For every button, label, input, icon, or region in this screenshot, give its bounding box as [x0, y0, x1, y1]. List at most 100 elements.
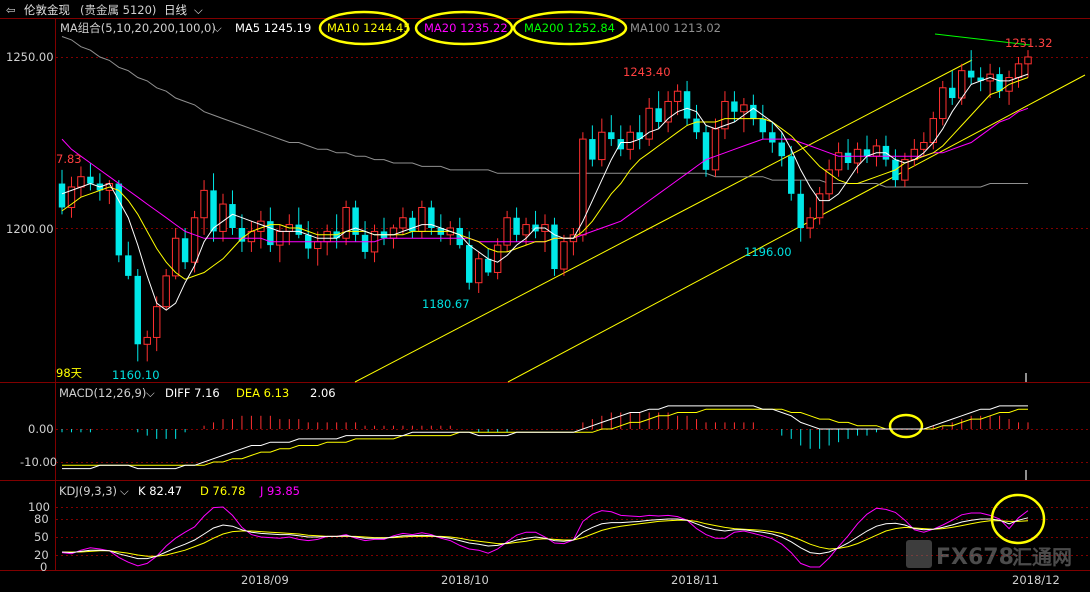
y-tick-1200: 1200.00	[6, 222, 54, 236]
chevron-down-icon[interactable]: ⌵	[146, 386, 155, 400]
candle-body	[352, 207, 359, 235]
kdj-j-line	[61, 506, 1029, 568]
candle-body	[67, 186, 76, 208]
kdj-j-series	[61, 506, 1029, 568]
period-selector[interactable]: 日线	[164, 3, 187, 17]
kdj-k-label: K 82.47	[138, 484, 182, 498]
candle-body	[190, 217, 199, 263]
candle-body	[702, 132, 710, 170]
candle-body	[844, 152, 852, 164]
candle-body	[313, 241, 322, 250]
macd-histogram	[61, 412, 1029, 449]
panel-frames	[0, 18, 1090, 571]
ma10-label: MA10 1244.45	[327, 21, 411, 35]
macd-diff-series	[62, 405, 1028, 470]
watermark: FX678 汇通网	[906, 540, 1072, 570]
candle-body	[87, 176, 94, 184]
macd-label[interactable]: MACD(12,26,9)	[59, 386, 146, 400]
candle-body	[778, 142, 785, 157]
kdj-k-line	[61, 517, 1029, 560]
candle-body	[769, 132, 776, 143]
candle-body	[134, 275, 141, 345]
watermark-brand: FX678	[936, 545, 1014, 570]
candle-body	[143, 336, 151, 345]
candle-body	[598, 131, 606, 161]
x-tick-2018-09: 2018/09	[241, 573, 289, 587]
candle-body	[967, 70, 975, 78]
candle-body	[759, 118, 767, 133]
macd-value-label: 2.06	[310, 386, 336, 400]
candle-body	[683, 91, 691, 119]
candle-body	[617, 139, 624, 150]
candle-body	[77, 176, 85, 188]
market-code: (贵金属 5120)	[80, 3, 156, 17]
price-annotations: 7.83 1243.40 1160.10 1180.67 1196.00 125…	[56, 36, 1053, 382]
macd-y-tick-0: 0.00	[28, 422, 54, 436]
candle-body	[872, 145, 881, 157]
candle-body	[276, 230, 284, 246]
macd-diff-label: DIFF 7.16	[165, 386, 220, 400]
watermark-logo-icon	[906, 540, 932, 568]
annotation-high-1243: 1243.40	[623, 65, 671, 79]
kdj-j-label: J 93.85	[259, 484, 300, 498]
candle-body	[645, 107, 653, 140]
highlight-ellipse-macd-cross	[888, 413, 924, 439]
annotation-days: 98天	[56, 366, 83, 380]
macd-y-tick-neg10: -10.00	[20, 455, 57, 469]
candle-body	[589, 139, 596, 160]
kdj-d-label: D 76.78	[200, 484, 245, 498]
candle-body	[1024, 56, 1032, 65]
candle-body	[323, 230, 331, 243]
candle-body	[664, 100, 672, 123]
candle-body	[626, 131, 634, 150]
candle-body	[115, 183, 123, 256]
back-arrow-icon[interactable]: ⇦	[6, 3, 16, 17]
candle-body	[1014, 63, 1023, 79]
candle-body	[711, 128, 720, 171]
kdj-k-series	[61, 517, 1029, 560]
candle-body	[636, 132, 643, 140]
ma-group-label[interactable]: MA组合(5,10,20,200,100,0)	[60, 21, 216, 35]
ma5-label: MA5 1245.19	[235, 21, 311, 35]
ma10-line	[61, 77, 1029, 280]
kdj-y-tick-80: 80	[34, 512, 49, 526]
candle-body	[740, 104, 748, 113]
annotation-low-1180: 1180.67	[422, 297, 470, 311]
candle-body	[977, 77, 984, 81]
candle-body	[901, 159, 909, 181]
chevron-down-icon[interactable]: ⌵	[213, 21, 222, 35]
chevron-down-icon[interactable]: ⌵	[120, 484, 129, 498]
annotation-low-1196: 1196.00	[744, 245, 792, 259]
watermark-cn: 汇通网	[1012, 545, 1072, 569]
candle-body	[295, 224, 302, 235]
chevron-down-icon[interactable]: ⌵	[194, 3, 203, 17]
ma-legend: MA组合(5,10,20,200,100,0) ⌵ MA5 1245.19 MA…	[60, 10, 721, 46]
candle-body	[399, 217, 407, 229]
candle-body	[162, 275, 170, 308]
candle-body	[474, 258, 483, 284]
candle-body	[750, 104, 757, 119]
ma200-label: MA200 1252.84	[524, 21, 615, 35]
candle-body	[806, 217, 814, 229]
kdj-y-tick-0: 0	[40, 560, 47, 574]
candle-body	[484, 258, 492, 273]
candle-body	[503, 217, 511, 246]
candle-body	[493, 244, 502, 273]
x-tick-2018-10: 2018/10	[441, 573, 489, 587]
macd-dea-label: DEA 6.13	[236, 386, 289, 400]
highlight-ellipse-ma200	[512, 10, 628, 46]
candle-body	[815, 193, 824, 219]
ma200-series-line	[934, 33, 1031, 46]
candle-body	[920, 142, 928, 150]
candle-body	[825, 169, 833, 195]
candle-body	[200, 189, 208, 219]
candle-body	[456, 228, 463, 246]
candle-body	[125, 255, 132, 276]
kdj-y-tick-100: 100	[28, 500, 50, 514]
candle-body	[939, 87, 947, 120]
symbol-name: 伦敦金现	[24, 3, 70, 17]
x-tick-2018-11: 2018/11	[671, 573, 719, 587]
ma100-series	[61, 36, 1028, 188]
kdj-label[interactable]: KDJ(9,3,3)	[59, 484, 117, 498]
candle-body	[361, 234, 369, 252]
